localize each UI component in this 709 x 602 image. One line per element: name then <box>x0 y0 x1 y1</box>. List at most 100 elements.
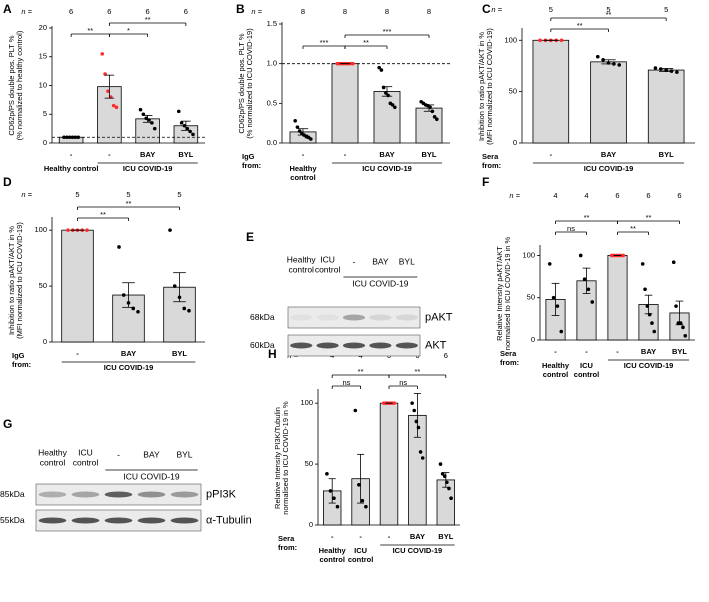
lane-label: BAY <box>143 449 160 459</box>
n-value: 6 <box>184 7 188 16</box>
data-point <box>76 135 81 140</box>
group-label: Healthy control <box>44 164 99 173</box>
kda-label: 68kDa <box>250 312 275 322</box>
data-point <box>360 498 365 503</box>
y-tick-label: 50 <box>527 293 535 302</box>
n-value: 8 <box>301 7 305 16</box>
x-tick-label: - <box>331 532 334 541</box>
blot-band <box>137 517 166 524</box>
data-point <box>176 109 181 114</box>
lane-label: Healthy <box>287 254 317 264</box>
x-tick-label: - <box>344 150 347 159</box>
data-point <box>147 118 151 122</box>
lane-label: control <box>315 264 341 274</box>
lane-label: BAY <box>372 256 389 266</box>
data-point <box>152 126 157 131</box>
data-point <box>390 103 395 107</box>
n-value: 8 <box>427 7 431 16</box>
x-tick-label: BAY <box>410 532 425 541</box>
data-point <box>121 293 126 297</box>
data-point <box>538 38 542 43</box>
blot-band <box>342 342 366 349</box>
y-axis-label: CD62p/PS double pos. PLT % <box>237 33 246 134</box>
blot-band <box>38 517 67 524</box>
group-label: ICU COVID-19 <box>584 164 634 173</box>
group-label: ICU COVID-19 <box>362 164 412 173</box>
group-label: ICU COVID-19 <box>123 164 173 173</box>
data-point <box>449 496 453 501</box>
lane-label: - <box>117 449 120 459</box>
n-value: 6 <box>615 191 619 200</box>
panel-label: C <box>482 2 491 16</box>
significance-label: *** <box>320 38 329 47</box>
significance-label: ** <box>100 210 106 219</box>
data-point <box>136 310 140 314</box>
y-axis-label: normalised to ICU COVID-19 in % <box>503 236 512 350</box>
data-point <box>351 61 355 66</box>
lane-label: control <box>73 457 99 467</box>
lane-label: control <box>288 264 314 274</box>
group-label: control <box>290 173 315 182</box>
data-point <box>62 135 66 140</box>
n-value: 4 <box>584 191 588 200</box>
data-point <box>295 125 300 129</box>
data-point <box>328 489 333 493</box>
data-point <box>138 107 143 112</box>
data-point <box>357 483 361 487</box>
data-point <box>653 66 658 70</box>
x-tick-label: BAY <box>379 150 394 159</box>
panel-label: A <box>3 2 12 16</box>
data-point <box>353 408 358 413</box>
data-point <box>652 329 657 334</box>
x-tick-label: - <box>550 150 553 159</box>
data-point <box>114 105 119 110</box>
data-point <box>412 408 417 413</box>
group-label: control <box>348 555 373 564</box>
data-point <box>392 401 397 405</box>
significance-label: ** <box>646 213 652 222</box>
y-tick-label: 1.5 <box>267 19 277 28</box>
y-tick-label: 0 <box>531 335 535 344</box>
n-label: n = <box>509 191 520 200</box>
data-point <box>659 67 663 71</box>
panel-label: F <box>482 175 489 189</box>
row-label: Sera <box>500 349 517 358</box>
data-point <box>325 472 329 476</box>
kda-label: 85kDa <box>0 489 25 499</box>
data-point <box>681 325 685 330</box>
x-tick-label: BYL <box>172 349 187 358</box>
y-axis-label: normalised to ICU COVID-19 in % <box>281 401 290 515</box>
y-tick-label: 50 <box>305 459 313 468</box>
n-label: n = <box>21 7 32 16</box>
significance-label: ** <box>630 224 636 233</box>
data-point <box>168 228 172 232</box>
significance-label: ** <box>87 26 93 35</box>
bar <box>607 255 628 341</box>
y-tick-label: 100 <box>504 35 517 44</box>
group-label: control <box>574 370 599 379</box>
n-value: 6 <box>146 7 150 16</box>
n-value: 6 <box>646 191 650 200</box>
protein-label: α-Tubulin <box>206 514 252 526</box>
significance-label: ns <box>399 378 407 387</box>
y-tick-label: 0.5 <box>267 98 277 107</box>
y-axis-label: CD62p/PS double pos. PLT % <box>7 35 16 136</box>
data-point <box>586 287 591 292</box>
blot-band <box>38 491 67 498</box>
y-tick-label: 50 <box>509 87 517 96</box>
data-point <box>393 105 397 110</box>
bar <box>647 69 685 144</box>
group-label: ICU <box>580 361 593 370</box>
data-point <box>335 504 340 509</box>
x-tick-label: - <box>585 347 588 356</box>
data-point <box>643 287 647 292</box>
data-point <box>669 69 674 73</box>
lane-label: control <box>40 457 66 467</box>
data-point <box>582 277 587 281</box>
data-point <box>683 333 688 338</box>
group-label: Healthy <box>289 164 317 173</box>
significance-label: ** <box>145 15 151 24</box>
data-point <box>144 116 149 121</box>
x-tick-label: - <box>76 349 79 358</box>
